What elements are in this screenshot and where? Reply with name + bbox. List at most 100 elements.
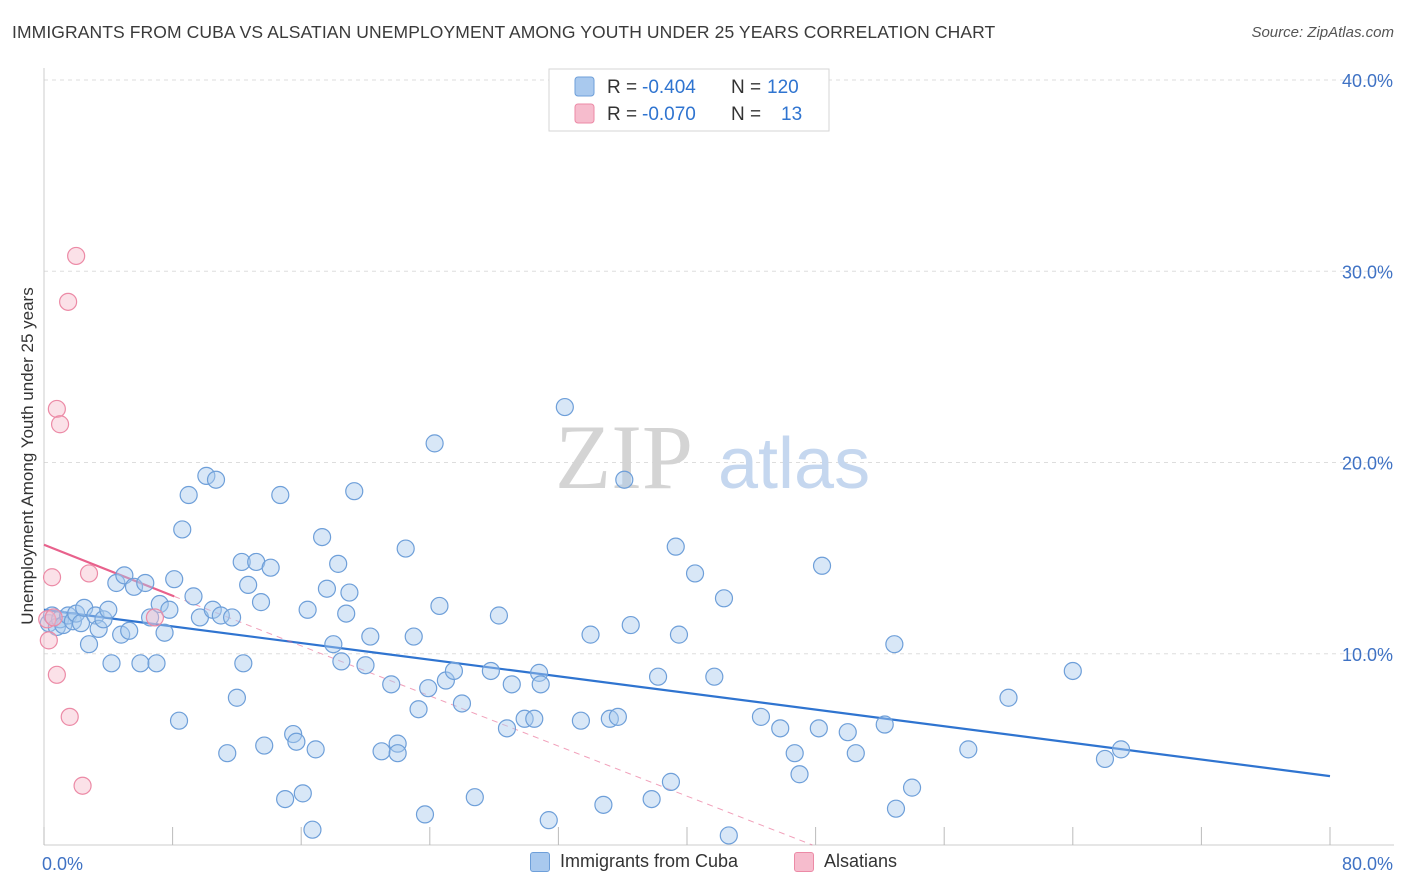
chart-title: IMMIGRANTS FROM CUBA VS ALSATIAN UNEMPLO… xyxy=(12,22,996,42)
point-alsatians-7 xyxy=(59,292,78,311)
point-cuba-52 xyxy=(293,784,312,803)
legend-label-alsatians: Alsatians xyxy=(824,851,898,871)
point-cuba-45 xyxy=(251,593,271,612)
point-cuba-21 xyxy=(131,654,150,673)
point-cuba-103 xyxy=(705,667,724,686)
point-cuba-84 xyxy=(515,709,534,728)
point-cuba-92 xyxy=(594,795,613,814)
point-alsatians-11 xyxy=(79,564,99,583)
point-alsatians-3 xyxy=(44,608,63,627)
point-cuba-26 xyxy=(155,623,174,642)
point-cuba-104 xyxy=(714,589,734,608)
point-cuba-109 xyxy=(790,765,809,784)
trendline-alsatians-extension xyxy=(174,595,813,846)
x-tick-label-0: 0.0% xyxy=(42,854,83,874)
legend-item-alsatians[interactable]: Alsatians xyxy=(794,851,897,872)
point-cuba-95 xyxy=(615,470,634,489)
point-cuba-65 xyxy=(361,627,380,646)
point-cuba-40 xyxy=(227,688,246,707)
legend-r-label-alsatians: R = xyxy=(607,104,637,125)
point-cuba-39 xyxy=(222,608,242,627)
legend-n-label-alsatians: N = xyxy=(731,104,761,125)
point-cuba-116 xyxy=(902,778,922,797)
point-cuba-72 xyxy=(415,805,435,824)
watermark: ZIP atlas xyxy=(555,406,870,508)
point-cuba-51 xyxy=(287,732,306,751)
point-cuba-28 xyxy=(165,570,184,589)
point-cuba-89 xyxy=(555,397,574,417)
point-cuba-85 xyxy=(525,709,544,728)
point-cuba-30 xyxy=(173,520,192,539)
point-cuba-8 xyxy=(71,614,91,633)
point-cuba-123 xyxy=(388,744,407,763)
point-cuba-73 xyxy=(419,679,438,698)
point-cuba-81 xyxy=(489,606,509,625)
point-cuba-99 xyxy=(661,772,681,791)
point-cuba-79 xyxy=(465,788,484,807)
watermark-atlas: atlas xyxy=(718,424,870,504)
point-cuba-62 xyxy=(340,583,359,602)
point-cuba-47 xyxy=(261,558,280,577)
point-alsatians-1 xyxy=(39,631,58,650)
point-cuba-88 xyxy=(539,811,558,830)
point-cuba-14 xyxy=(99,600,118,619)
y-tick-label-2: 30.0% xyxy=(1342,262,1393,282)
point-cuba-49 xyxy=(276,789,295,809)
point-cuba-118 xyxy=(999,688,1018,707)
point-cuba-74 xyxy=(425,434,444,453)
point-cuba-110 xyxy=(809,719,828,738)
legend-n-label-cuba: N = xyxy=(731,77,761,98)
point-cuba-91 xyxy=(581,625,600,644)
point-cuba-87 xyxy=(531,675,550,694)
point-cuba-25 xyxy=(150,594,169,614)
y-tick-label-1: 20.0% xyxy=(1342,454,1393,474)
point-cuba-67 xyxy=(382,675,401,694)
point-cuba-121 xyxy=(1111,740,1131,759)
point-alsatians-4 xyxy=(47,399,66,419)
point-cuba-122 xyxy=(886,799,906,818)
point-alsatians-8 xyxy=(60,707,79,726)
point-alsatians-6 xyxy=(50,415,70,434)
y-tick-label-0: 10.0% xyxy=(1342,645,1393,665)
point-cuba-54 xyxy=(303,820,322,839)
point-cuba-10 xyxy=(79,635,99,654)
point-cuba-57 xyxy=(317,579,337,598)
point-cuba-102 xyxy=(685,564,705,583)
point-cuba-59 xyxy=(329,554,348,573)
point-cuba-58 xyxy=(324,635,343,654)
point-cuba-100 xyxy=(666,537,685,556)
point-cuba-113 xyxy=(846,744,865,763)
point-cuba-94 xyxy=(608,707,627,726)
point-cuba-106 xyxy=(751,707,771,726)
point-alsatians-9 xyxy=(67,246,86,266)
point-cuba-90 xyxy=(571,711,591,730)
point-cuba-37 xyxy=(211,606,230,625)
point-cuba-48 xyxy=(271,485,290,505)
point-cuba-97 xyxy=(642,789,661,809)
point-cuba-29 xyxy=(169,711,189,730)
point-cuba-120 xyxy=(1095,749,1115,769)
point-cuba-75 xyxy=(430,596,449,616)
point-cuba-101 xyxy=(669,625,689,644)
point-cuba-19 xyxy=(120,621,139,640)
legend-item-cuba[interactable]: Immigrants from Cuba xyxy=(530,851,738,872)
y-tick-labels: 10.0% 20.0% 30.0% 40.0% xyxy=(1342,71,1393,665)
point-alsatians-12 xyxy=(145,608,165,627)
series-alsatians xyxy=(38,246,165,795)
point-cuba-66 xyxy=(372,742,391,761)
point-cuba-43 xyxy=(239,575,258,595)
trendline-alsatians xyxy=(43,543,175,598)
point-cuba-108 xyxy=(785,744,804,763)
point-cuba-80 xyxy=(481,661,500,681)
legend-swatch-alsatians-bottom xyxy=(794,851,814,872)
point-cuba-114 xyxy=(875,715,894,734)
point-cuba-77 xyxy=(444,661,464,681)
point-cuba-34 xyxy=(197,466,216,485)
point-cuba-46 xyxy=(255,736,274,755)
point-cuba-24 xyxy=(147,654,166,673)
point-cuba-119 xyxy=(1063,661,1082,681)
point-cuba-115 xyxy=(885,635,904,654)
legend-label-cuba: Immigrants from Cuba xyxy=(560,851,739,871)
y-tick-label-3: 40.0% xyxy=(1342,71,1393,91)
